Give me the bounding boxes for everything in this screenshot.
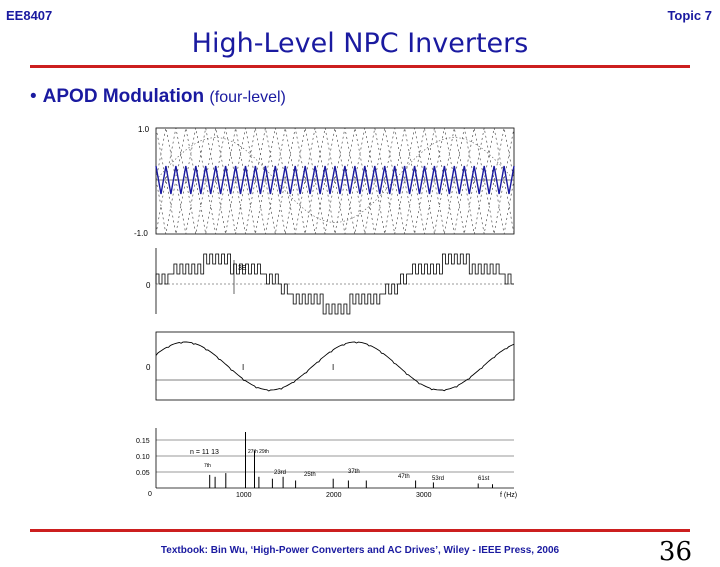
carrier-wave-0 bbox=[155, 127, 515, 155]
carrier-wave-3 bbox=[155, 205, 515, 235]
panel3-marker1: I bbox=[242, 363, 244, 372]
header-topic: Topic 7 bbox=[667, 8, 712, 23]
spectrum-xlabel-2: 3000 bbox=[416, 492, 432, 499]
current-trace bbox=[155, 341, 515, 392]
spectrum-ylabel-3: 0 bbox=[148, 491, 152, 498]
panel-current: 0 I I bbox=[146, 331, 515, 401]
panel3-zero: 0 bbox=[146, 363, 151, 372]
spectrum-xunit: f (Hz) bbox=[500, 492, 517, 499]
panel-carriers: 1.0 -1.0 bbox=[134, 125, 515, 238]
spectrum-annot-23: 23rd bbox=[274, 470, 286, 476]
bullet-main: APOD Modulation bbox=[42, 86, 205, 107]
carrier-wave-2 bbox=[155, 179, 515, 207]
spectrum-ylabel-2: 0.05 bbox=[136, 470, 150, 477]
page-number: 36 bbox=[658, 537, 692, 567]
panel-spectrum: 0.15 0.10 0.05 0 1000 2000 3000 f (Hz) n… bbox=[136, 428, 517, 499]
spectrum-annot-n: n = 11 13 bbox=[190, 449, 219, 456]
apod-figure: 1.0 -1.0 0 3E 0 I I 0.15 0.10 0.05 0 100… bbox=[134, 125, 517, 499]
blue-carrier bbox=[155, 165, 515, 195]
spectrum-ylabel-1: 0.10 bbox=[136, 454, 150, 461]
bullet-sub: (four-level) bbox=[209, 89, 286, 106]
spectrum-ylabel-0: 0.15 bbox=[136, 438, 150, 445]
bullet-dot: • bbox=[30, 86, 37, 107]
spectrum-annot-37: 37th bbox=[348, 469, 360, 475]
panel-voltage: 0 3E bbox=[146, 248, 514, 315]
spectrum-annot-7: 7th bbox=[204, 463, 211, 469]
spectrum-annot-61: 61st bbox=[478, 476, 490, 482]
title-rule bbox=[30, 65, 690, 68]
spectrum-xlabel-0: 1000 bbox=[236, 492, 252, 499]
spectrum-annot-53: 53rd bbox=[432, 476, 444, 482]
spectrum-annot-25: 25th bbox=[304, 472, 316, 478]
bullet-item: • APOD Modulation (four-level) bbox=[30, 86, 286, 108]
footer-citation: Textbook: Bin Wu, ‘High-Power Converters… bbox=[160, 545, 560, 556]
spectrum-annot-47: 47th bbox=[398, 474, 410, 480]
footer-rule bbox=[30, 529, 690, 532]
header-course: EE8407 bbox=[6, 8, 53, 23]
pwm-voltage-trace bbox=[155, 253, 514, 315]
panel1-ytop: 1.0 bbox=[138, 125, 150, 134]
spectrum-annot-27: 27th 29th bbox=[248, 449, 269, 455]
panel3-marker2: I bbox=[332, 363, 334, 372]
panel2-zero: 0 bbox=[146, 281, 151, 290]
spectrum-xlabel-1: 2000 bbox=[326, 492, 342, 499]
panel1-ybottom: -1.0 bbox=[134, 229, 148, 238]
slide-title: High-Level NPC Inverters bbox=[191, 28, 529, 59]
